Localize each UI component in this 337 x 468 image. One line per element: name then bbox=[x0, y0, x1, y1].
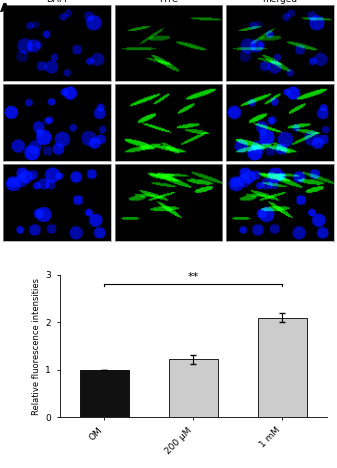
Y-axis label: Relative fluorescence intensities: Relative fluorescence intensities bbox=[32, 278, 41, 415]
Bar bbox=[258, 318, 307, 417]
Text: **: ** bbox=[188, 272, 199, 282]
Bar bbox=[80, 370, 129, 417]
Text: A: A bbox=[0, 2, 10, 15]
Title: DAPI: DAPI bbox=[47, 0, 67, 4]
Bar bbox=[169, 359, 218, 417]
Title: FITC: FITC bbox=[159, 0, 178, 4]
Title: merged: merged bbox=[263, 0, 298, 4]
